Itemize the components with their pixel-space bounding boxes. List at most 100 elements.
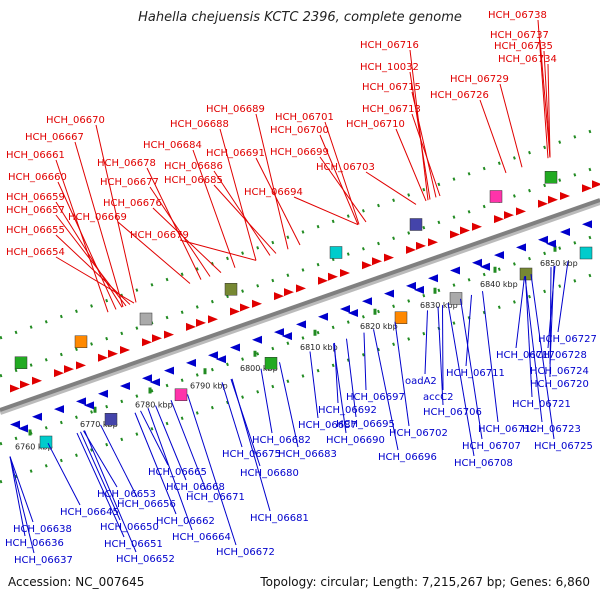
label-leader-line <box>55 214 127 307</box>
gene-box <box>544 171 558 184</box>
gene-arrow-forward <box>362 261 372 270</box>
label-leader-line <box>221 382 243 448</box>
label-leader-line <box>213 170 271 256</box>
label-leader-line <box>279 362 299 448</box>
gene-arrow-forward <box>120 346 130 354</box>
gene-arrow-reverse <box>340 305 350 313</box>
gene-arrow-forward <box>560 192 570 200</box>
gene-arrow-reverse <box>428 274 438 283</box>
tick-label: 6840 kbp <box>480 280 518 289</box>
gene-arrow-reverse <box>296 320 306 329</box>
gene-label-bottom: HCH_06652 <box>116 554 175 565</box>
label-leader-line <box>140 410 169 466</box>
gene-label-top: HCH_06738 <box>488 10 547 21</box>
label-leader-line <box>57 181 117 310</box>
gene-arrow-forward <box>240 303 250 312</box>
gene-arrow-reverse <box>538 235 548 244</box>
gene-label-bottom: HCH_06690 <box>326 435 385 446</box>
gene-label-bottom: HCH_06697 <box>346 392 405 403</box>
gene-box <box>104 413 118 426</box>
gene-label-top: HCH_06735 <box>494 41 553 52</box>
gene-label-bottom: HCH_06711 <box>446 368 505 379</box>
label-leader-line <box>319 156 367 223</box>
gene-arrow-reverse <box>362 297 372 306</box>
gene-label-top: HCH_06667 <box>25 132 84 143</box>
gene-arrow-reverse <box>164 366 174 375</box>
gene-arrow-reverse <box>582 220 592 229</box>
label-leader-line <box>333 343 347 434</box>
label-leader-line <box>530 274 555 440</box>
gene-label-top: HCH_06713 <box>362 104 421 115</box>
label-leader-line <box>409 71 431 200</box>
gene-arrow-reverse <box>32 412 42 421</box>
gene-label-top: HCH_06685 <box>164 175 223 186</box>
gene-label-top: HCH_06715 <box>362 82 421 93</box>
gene-label-top: HCH_06710 <box>346 119 405 130</box>
gene-arrow-reverse <box>208 351 218 360</box>
gene-label-top: HCH_06670 <box>46 115 105 126</box>
gene-label-bottom: HCH_06638 <box>13 524 72 535</box>
gene-arrow-forward <box>504 211 514 220</box>
gene-box <box>39 435 53 449</box>
gene-label-top: HCH_06677 <box>100 177 159 188</box>
gene-box <box>489 190 503 203</box>
gene-arrow-reverse <box>414 285 424 294</box>
gene-box <box>329 246 343 259</box>
gene-label-top: HCH_06737 <box>490 30 549 41</box>
gene-arrow-forward <box>108 349 118 358</box>
gene-label-bottom: HCH_06695 <box>336 419 395 430</box>
gene-label-bottom: HCH_06637 <box>14 555 73 566</box>
label-leader-line <box>442 305 444 391</box>
gene-arrow-forward <box>142 338 152 347</box>
gene-arrow-forward <box>416 241 426 250</box>
label-leader-line <box>149 186 211 277</box>
label-leader-line <box>260 368 273 434</box>
gene-arrow-forward <box>460 226 470 235</box>
gene-box <box>14 356 28 369</box>
label-leader-line <box>213 184 277 254</box>
label-leader-line <box>309 351 319 419</box>
label-leader-line <box>100 424 138 498</box>
gene-arrow-forward <box>208 315 218 324</box>
gene-box <box>224 283 238 296</box>
gene-arrow-reverse <box>318 312 328 321</box>
gene-arrow-reverse <box>560 228 570 236</box>
gene-label-bottom: HCH_06728 <box>528 350 587 361</box>
gene-label-bottom: HCH_06668 <box>166 482 225 493</box>
label-leader-line <box>460 298 483 440</box>
label-leader-line <box>465 294 472 367</box>
gene-label-top: HCH_06699 <box>270 147 329 158</box>
gene-arrow-reverse <box>274 328 284 337</box>
gene-arrow-reverse <box>54 405 64 414</box>
gene-label-bottom: HCH_06682 <box>252 435 311 446</box>
label-leader-line <box>437 306 444 406</box>
gene-arrow-reverse <box>18 424 28 433</box>
gene-label-bottom: HCH_06672 <box>216 547 275 558</box>
label-leader-line <box>424 310 428 375</box>
gene-label-top: HCH_06660 <box>8 172 67 183</box>
gene-arrow-reverse <box>480 262 490 271</box>
gene-arrow-forward <box>548 195 558 204</box>
label-leader-line <box>395 128 427 202</box>
gene-label-top: HCH_06700 <box>270 125 329 136</box>
gene-arrow-reverse <box>252 335 262 344</box>
gene-label-bottom: HCH_06650 <box>100 522 159 533</box>
label-leader-line <box>147 408 193 531</box>
gene-arrow-forward <box>54 369 64 378</box>
gene-arrow-forward <box>340 269 350 277</box>
label-leader-line <box>152 207 222 274</box>
gene-label-bottom: HCH_06724 <box>530 366 589 377</box>
gene-arrow-forward <box>64 365 74 374</box>
label-leader-line <box>146 167 202 280</box>
gene-box <box>174 388 188 401</box>
gene-label-bottom: HCH_06727 <box>538 334 597 345</box>
gene-label-bottom: HCH_06717 <box>496 350 555 361</box>
gene-arrow-reverse <box>10 420 20 429</box>
gene-arrow-forward <box>186 322 196 331</box>
gene-arrow-forward <box>472 222 482 231</box>
gene-label-bottom: HCH_06723 <box>522 424 581 435</box>
gene-arrow-forward <box>538 199 548 208</box>
gene-arrow-forward <box>318 276 328 285</box>
gene-label-bottom: HCH_06683 <box>278 449 337 460</box>
